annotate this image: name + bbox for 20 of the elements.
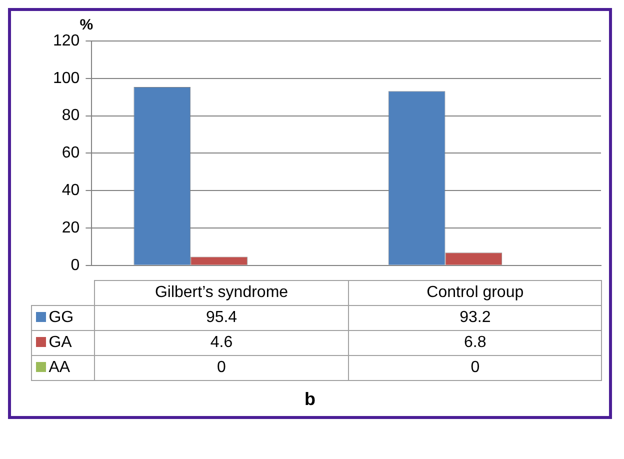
y-tick-label: 120 bbox=[52, 32, 80, 50]
x-tick-label: Control group bbox=[348, 280, 602, 306]
data-label: 0 bbox=[94, 356, 348, 380]
y-tick-label: 100 bbox=[52, 70, 80, 87]
x-tick-label: Gilbert’s syndrome bbox=[94, 280, 348, 306]
data-label: 6.8 bbox=[348, 330, 602, 356]
data-label: 95.4 bbox=[94, 306, 348, 330]
text: b bbox=[304, 389, 316, 410]
data-label: 4.6 bbox=[94, 330, 348, 356]
y-tick-label: 0 bbox=[70, 256, 80, 274]
y-tick-label: 80 bbox=[62, 107, 80, 124]
legend-label: AA bbox=[48, 359, 70, 376]
data-label: 93.2 bbox=[348, 306, 602, 330]
y-tick-label: 20 bbox=[62, 219, 80, 236]
y-tick-label: 60 bbox=[62, 144, 80, 162]
y-tick-label: 40 bbox=[62, 182, 80, 200]
y-axis-title: % bbox=[80, 16, 94, 34]
legend-label: GG bbox=[48, 309, 74, 326]
legend-label: GA bbox=[48, 334, 72, 351]
data-label: 0 bbox=[348, 356, 602, 380]
